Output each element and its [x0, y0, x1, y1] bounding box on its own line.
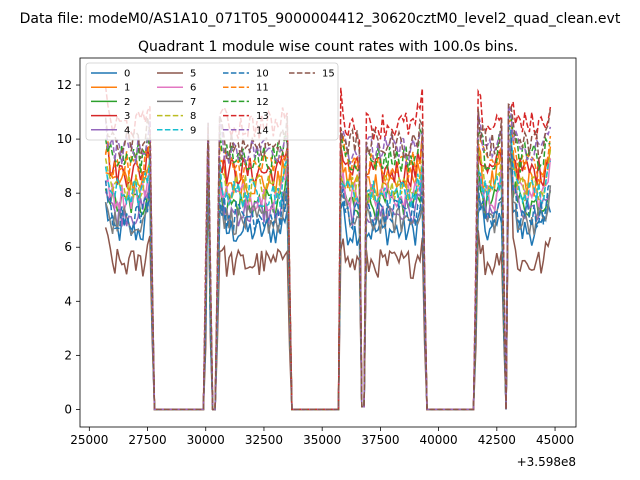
legend-label-5: 5: [190, 69, 196, 80]
legend-label-1: 1: [124, 83, 130, 94]
x-tick-label: 27500: [128, 433, 166, 447]
y-tick-label: 4: [64, 294, 72, 308]
series-layer: [104, 86, 552, 411]
y-axis: 0 2 4 6 8 10 12: [57, 78, 80, 416]
series-line-15: [104, 103, 552, 411]
legend-label-8: 8: [190, 111, 196, 122]
y-tick-label: 0: [64, 402, 72, 416]
x-axis: 25000 27500 30000 32500 35000 37500 40000 42500…: [70, 427, 574, 447]
legend-label-10: 10: [256, 69, 269, 80]
y-tick-label: 2: [64, 348, 72, 362]
legend-label-4: 4: [124, 125, 130, 136]
x-tick-label: 35000: [303, 433, 341, 447]
legend-frame: [85, 62, 339, 141]
x-tick-label: 25000: [70, 433, 108, 447]
x-tick-label: 42500: [478, 433, 516, 447]
legend-label-2: 2: [124, 97, 130, 108]
x-tick-label: 30000: [187, 433, 225, 447]
legend-label-7: 7: [190, 97, 196, 108]
x-offset-label: +3.598e8: [517, 455, 576, 469]
legend-label-12: 12: [256, 97, 269, 108]
legend-label-15: 15: [322, 69, 335, 80]
y-tick-label: 6: [64, 240, 72, 254]
legend-label-6: 6: [190, 83, 196, 94]
y-tick-label: 8: [64, 186, 72, 200]
legend-label-11: 11: [256, 83, 269, 94]
x-tick-label: 37500: [361, 433, 399, 447]
plot-frame: [79, 57, 577, 428]
legend-label-14: 14: [256, 125, 269, 136]
y-tick-label: 12: [57, 78, 72, 92]
x-tick-label: 45000: [536, 433, 574, 447]
legend-label-13: 13: [256, 111, 269, 122]
legend-label-0: 0: [124, 69, 130, 80]
x-tick-label: 40000: [420, 433, 458, 447]
legend-label-3: 3: [124, 111, 130, 122]
x-tick-label: 32500: [245, 433, 283, 447]
figure-suptitle: Data file: modeM0/AS1A10_071T05_90000044…: [20, 11, 621, 27]
y-tick-label: 10: [57, 132, 72, 146]
legend-label-9: 9: [190, 125, 196, 136]
chart-title: Quadrant 1 module wise count rates with …: [138, 39, 518, 55]
